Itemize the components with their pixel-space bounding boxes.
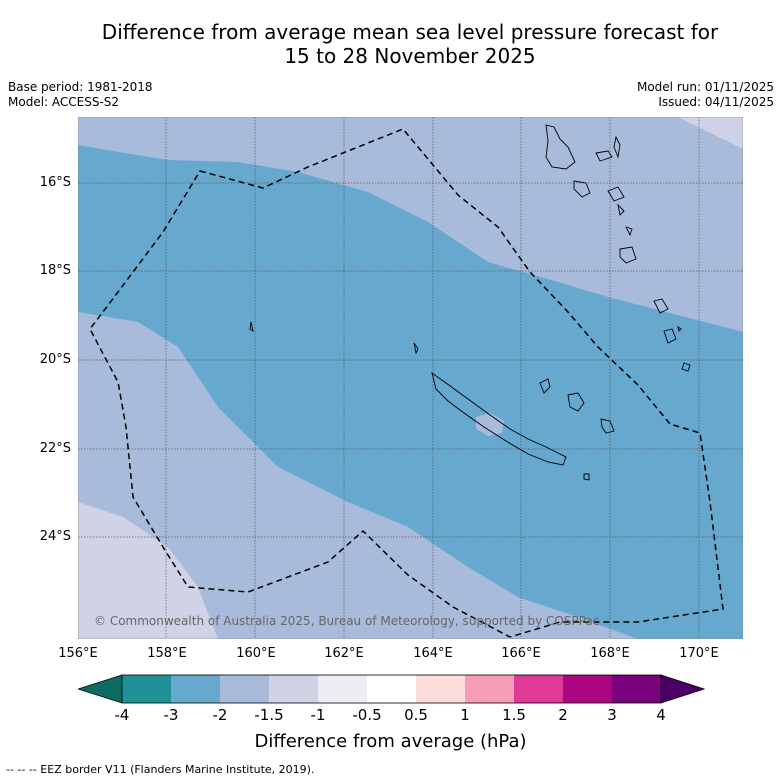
model-run: Model run: 01/11/2025 <box>636 80 774 94</box>
new-caledonia <box>431 371 567 466</box>
lon-label-168e: 168°E <box>590 646 630 661</box>
issued-date: Issued: 04/11/2025 <box>658 95 774 109</box>
colorbar <box>78 674 705 704</box>
colorbar-seg-10 <box>563 675 612 703</box>
lat-label-24s: 24°S <box>39 529 71 544</box>
title-line-2: 15 to 28 November 2025 <box>284 44 536 68</box>
lon-label-164e: 164°E <box>413 646 453 661</box>
model-name: Model: ACCESS-S2 <box>8 95 120 109</box>
lon-label-162e: 162°E <box>324 646 364 661</box>
island-east-1 <box>653 298 669 314</box>
vanuatu-maewo <box>613 135 621 159</box>
colorbar-seg-2 <box>171 675 220 703</box>
isle-pines <box>583 473 590 481</box>
vanuatu-malakula <box>573 180 591 198</box>
vanuatu-ambae <box>595 150 613 162</box>
eez-border <box>89 128 724 638</box>
cb-tick-7: 1 <box>460 706 470 724</box>
loyalty-island-3 <box>600 418 615 434</box>
map-title: Difference from average mean sea level p… <box>0 20 781 68</box>
cb-tick-6: 0.5 <box>404 706 428 724</box>
colorbar-extend-low <box>78 674 123 704</box>
colorbar-seg-1 <box>122 675 171 703</box>
loyalty-island-2 <box>567 392 585 412</box>
cb-tick-8: 1.5 <box>502 706 526 724</box>
colorbar-title: Difference from average (hPa) <box>254 731 527 752</box>
colorbar-seg-11 <box>612 675 661 703</box>
lat-label-20s: 20°S <box>39 352 71 367</box>
vanuatu-espiritu-santo <box>545 124 576 170</box>
vanuatu-efate <box>607 186 625 202</box>
lat-label-16s: 16°S <box>39 175 71 190</box>
island-east-4 <box>677 325 682 332</box>
copyright: © Commonwealth of Australia 2025, Bureau… <box>94 614 599 628</box>
band-light-patch <box>476 413 504 436</box>
vanuatu-erromango <box>619 246 637 264</box>
cb-tick-3: -1.5 <box>254 706 284 724</box>
title-line-1: Difference from average mean sea level p… <box>101 20 719 44</box>
chesterfield <box>249 321 254 332</box>
lon-label-158e: 158°E <box>147 646 187 661</box>
cb-tick-4: -1 <box>310 706 326 724</box>
colorbar-seg-7 <box>416 675 465 703</box>
colorbar-seg-3 <box>220 675 269 703</box>
island-east-3 <box>681 362 691 372</box>
belep-islands <box>413 342 419 355</box>
colorbar-extend-high <box>660 674 705 704</box>
lon-label-166e: 166°E <box>501 646 541 661</box>
cb-tick-0: -4 <box>114 706 130 724</box>
cb-tick-5: -0.5 <box>352 706 382 724</box>
cb-tick-9: 2 <box>558 706 568 724</box>
colorbar-seg-8 <box>465 675 514 703</box>
island-east-2 <box>663 328 677 344</box>
band-mid-blue <box>78 145 743 639</box>
vanuatu-tanna <box>625 226 633 237</box>
loyalty-island-1 <box>539 378 551 394</box>
colorbar-seg-5 <box>318 675 367 703</box>
cb-tick-1: -3 <box>163 706 179 724</box>
colorbar-seg-6 <box>367 675 416 703</box>
lon-label-156e: 156°E <box>58 646 98 661</box>
eez-legend-note: -- -- -- EEZ border V11 (Flanders Marine… <box>6 763 315 776</box>
lon-label-170e: 170°E <box>679 646 719 661</box>
meta-right: Model run: 01/11/2025 Issued: 04/11/2025 <box>637 80 774 110</box>
meta-left: Base period: 1981-2018 Model: ACCESS-S2 <box>8 80 153 110</box>
colorbar-seg-9 <box>514 675 563 703</box>
lat-label-22s: 22°S <box>39 441 71 456</box>
lon-label-160e: 160°E <box>236 646 276 661</box>
lat-label-18s: 18°S <box>39 263 71 278</box>
gridlines <box>78 117 743 639</box>
band-lavender-sw <box>78 502 218 639</box>
cb-tick-11: 4 <box>656 706 666 724</box>
cb-tick-2: -2 <box>212 706 228 724</box>
cb-tick-10: 3 <box>607 706 617 724</box>
colorbar-seg-4 <box>269 675 318 703</box>
base-period: Base period: 1981-2018 <box>8 80 153 94</box>
map-panel: © Commonwealth of Australia 2025, Bureau… <box>78 117 743 639</box>
land <box>249 124 691 481</box>
vanuatu-shepherd <box>617 203 625 216</box>
band-lavender-ne <box>678 117 743 149</box>
